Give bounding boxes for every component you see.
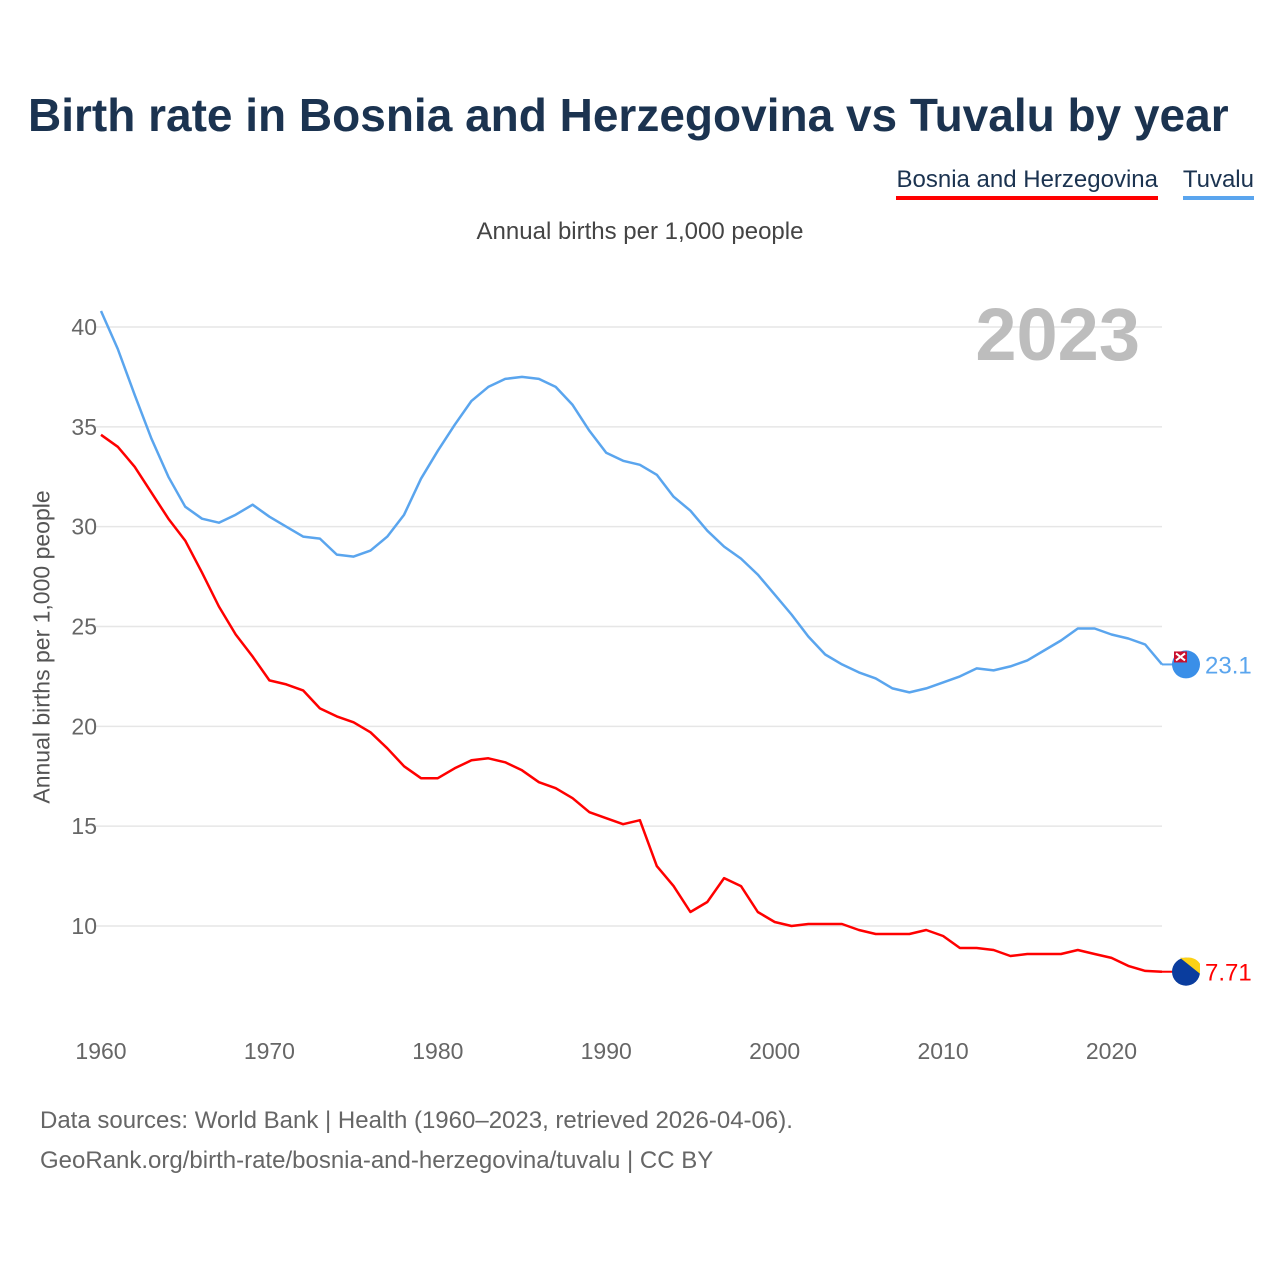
bosnia-flag-triangle — [1180, 957, 1200, 974]
x-tick-label: 1980 — [412, 1038, 463, 1064]
chart-subtitle: Annual births per 1,000 people — [476, 218, 804, 245]
series-line-tuvalu — [99, 310, 1163, 694]
x-tick-label: 1960 — [75, 1038, 126, 1064]
y-tick-label: 25 — [71, 614, 97, 640]
year-watermark: 2023 — [975, 293, 1140, 376]
x-tick-label: 1990 — [581, 1038, 632, 1064]
end-value-label: 7.71 — [1205, 960, 1252, 987]
y-tick-label: 30 — [71, 514, 97, 540]
y-tick-label: 15 — [71, 813, 97, 839]
footer-link[interactable]: GeoRank.org/birth-rate/bosnia-and-herzeg… — [40, 1147, 714, 1174]
y-tick-label: 10 — [71, 913, 97, 939]
legend-bosnia[interactable]: Bosnia and Herzegovina — [896, 166, 1158, 200]
x-tick-label: 2020 — [1086, 1038, 1137, 1064]
legend-tuvalu[interactable]: Tuvalu — [1182, 166, 1254, 200]
end-value-label: 23.1 — [1205, 652, 1252, 679]
x-tick-label: 2010 — [917, 1038, 968, 1064]
y-tick-label: 40 — [71, 314, 97, 340]
series-line-bosnia — [100, 433, 1163, 973]
y-tick-label: 35 — [71, 414, 97, 440]
footer-sources: Data sources: World Bank | Health (1960–… — [40, 1107, 793, 1134]
tuvalu-flag-cross — [1175, 652, 1186, 662]
chart-title: Birth rate in Bosnia and Herzegovina vs … — [28, 89, 1229, 141]
x-tick-label: 1970 — [244, 1038, 295, 1064]
x-tick-label: 2000 — [749, 1038, 800, 1064]
y-tick-label: 20 — [71, 713, 97, 739]
